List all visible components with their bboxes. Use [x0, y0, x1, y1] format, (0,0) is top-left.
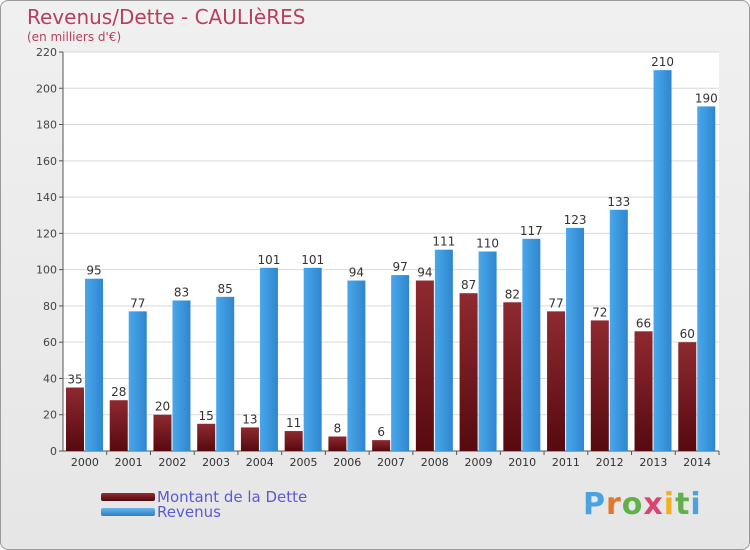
- bar-dette: [634, 331, 653, 451]
- bar-revenus: [391, 275, 410, 451]
- data-label-dette: 8: [334, 421, 342, 435]
- bar-revenus: [85, 278, 103, 451]
- y-tick-label: 20: [43, 409, 57, 422]
- x-tick-label: 2007: [377, 456, 405, 469]
- bar-revenus: [259, 267, 278, 451]
- data-label-revenus: 123: [564, 213, 587, 227]
- data-label-revenus: 110: [476, 237, 499, 251]
- bar-revenus: [697, 106, 716, 451]
- bar-dette: [284, 431, 303, 451]
- bar-revenus: [522, 238, 541, 451]
- data-label-revenus: 111: [432, 235, 455, 249]
- y-tick-label: 180: [36, 119, 57, 132]
- y-tick-label: 200: [36, 82, 57, 95]
- bar-revenus: [653, 70, 672, 452]
- proxiti-logo: Proxiti: [583, 487, 702, 522]
- data-label-dette: 6: [377, 425, 385, 439]
- data-label-revenus: 95: [86, 264, 101, 278]
- x-tick-label: 2011: [552, 456, 580, 469]
- data-label-dette: 60: [680, 327, 695, 341]
- x-tick-label: 2008: [421, 456, 449, 469]
- bar-revenus: [434, 249, 453, 451]
- y-tick-label: 160: [36, 155, 57, 168]
- bar-revenus: [347, 280, 366, 451]
- y-tick-label: 220: [36, 46, 57, 59]
- bar-dette: [678, 342, 697, 451]
- bar-dette: [197, 423, 216, 451]
- data-label-dette: 15: [199, 409, 214, 423]
- bar-dette: [415, 280, 434, 451]
- data-label-revenus: 97: [392, 260, 407, 274]
- bar-dette: [459, 293, 478, 451]
- data-label-revenus: 85: [218, 282, 233, 296]
- x-tick-label: 2005: [290, 456, 318, 469]
- data-label-dette: 72: [592, 305, 607, 319]
- y-tick-label: 0: [50, 445, 57, 458]
- y-tick-label: 40: [43, 372, 57, 385]
- x-tick-label: 2001: [115, 456, 143, 469]
- data-label-dette: 77: [548, 296, 563, 310]
- x-tick-label: 2013: [639, 456, 667, 469]
- bar-dette: [503, 302, 522, 451]
- bar-revenus: [128, 311, 147, 451]
- bar-revenus: [216, 296, 235, 451]
- x-tick-label: 2004: [246, 456, 274, 469]
- x-tick-label: 2010: [508, 456, 536, 469]
- x-tick-label: 2009: [464, 456, 492, 469]
- data-label-revenus: 101: [301, 253, 324, 267]
- data-label-dette: 66: [636, 316, 651, 330]
- legend-label-revenus: Revenus: [157, 503, 221, 521]
- data-label-dette: 94: [417, 266, 432, 280]
- data-label-revenus: 117: [520, 224, 543, 238]
- data-label-dette: 20: [155, 400, 170, 414]
- bar-dette: [328, 436, 347, 451]
- data-label-revenus: 210: [651, 55, 674, 69]
- bar-dette: [66, 387, 84, 451]
- bar-revenus: [172, 300, 191, 451]
- y-tick-label: 140: [36, 191, 57, 204]
- data-label-dette: 35: [67, 373, 82, 387]
- x-tick-label: 2003: [202, 456, 230, 469]
- bar-dette: [547, 311, 566, 451]
- legend-swatch-revenus: [101, 508, 155, 516]
- legend-label-dette: Montant de la Dette: [157, 488, 308, 506]
- data-label-revenus: 190: [695, 91, 718, 105]
- data-label-revenus: 133: [607, 195, 630, 209]
- y-tick-label: 100: [36, 264, 57, 277]
- legend-item-dette: Montant de la Dette: [101, 488, 307, 506]
- x-tick-label: 2000: [71, 456, 99, 469]
- x-tick-label: 2012: [596, 456, 624, 469]
- data-label-revenus: 83: [174, 285, 189, 299]
- legend-swatch-dette: [101, 493, 155, 501]
- legend-item-revenus: Revenus: [101, 503, 221, 521]
- bar-revenus: [566, 227, 585, 451]
- data-label-dette: 13: [242, 412, 257, 426]
- bar-revenus: [478, 251, 497, 451]
- data-label-dette: 82: [505, 287, 520, 301]
- data-label-dette: 28: [111, 385, 126, 399]
- data-label-revenus: 94: [349, 266, 364, 280]
- plot-area: [63, 52, 719, 451]
- bar-dette: [590, 320, 609, 451]
- x-tick-label: 2006: [333, 456, 361, 469]
- x-tick-label: 2002: [158, 456, 186, 469]
- bar-revenus: [303, 267, 322, 451]
- x-tick-label: 2014: [683, 456, 711, 469]
- bar-dette: [109, 400, 128, 451]
- data-label-dette: 87: [461, 278, 476, 292]
- chart-subtitle: (en milliers d'€): [27, 30, 122, 44]
- data-label-revenus: 77: [130, 296, 145, 310]
- bar-dette: [153, 414, 172, 451]
- bar-dette: [372, 440, 391, 451]
- bar-dette: [240, 427, 259, 451]
- y-tick-label: 120: [36, 227, 57, 240]
- chart-title: Revenus/Dette - CAULIèRES: [27, 5, 306, 29]
- bar-revenus: [609, 209, 628, 451]
- data-label-revenus: 101: [257, 253, 280, 267]
- data-label-dette: 11: [286, 416, 301, 430]
- y-tick-label: 80: [43, 300, 57, 313]
- y-tick-label: 60: [43, 336, 57, 349]
